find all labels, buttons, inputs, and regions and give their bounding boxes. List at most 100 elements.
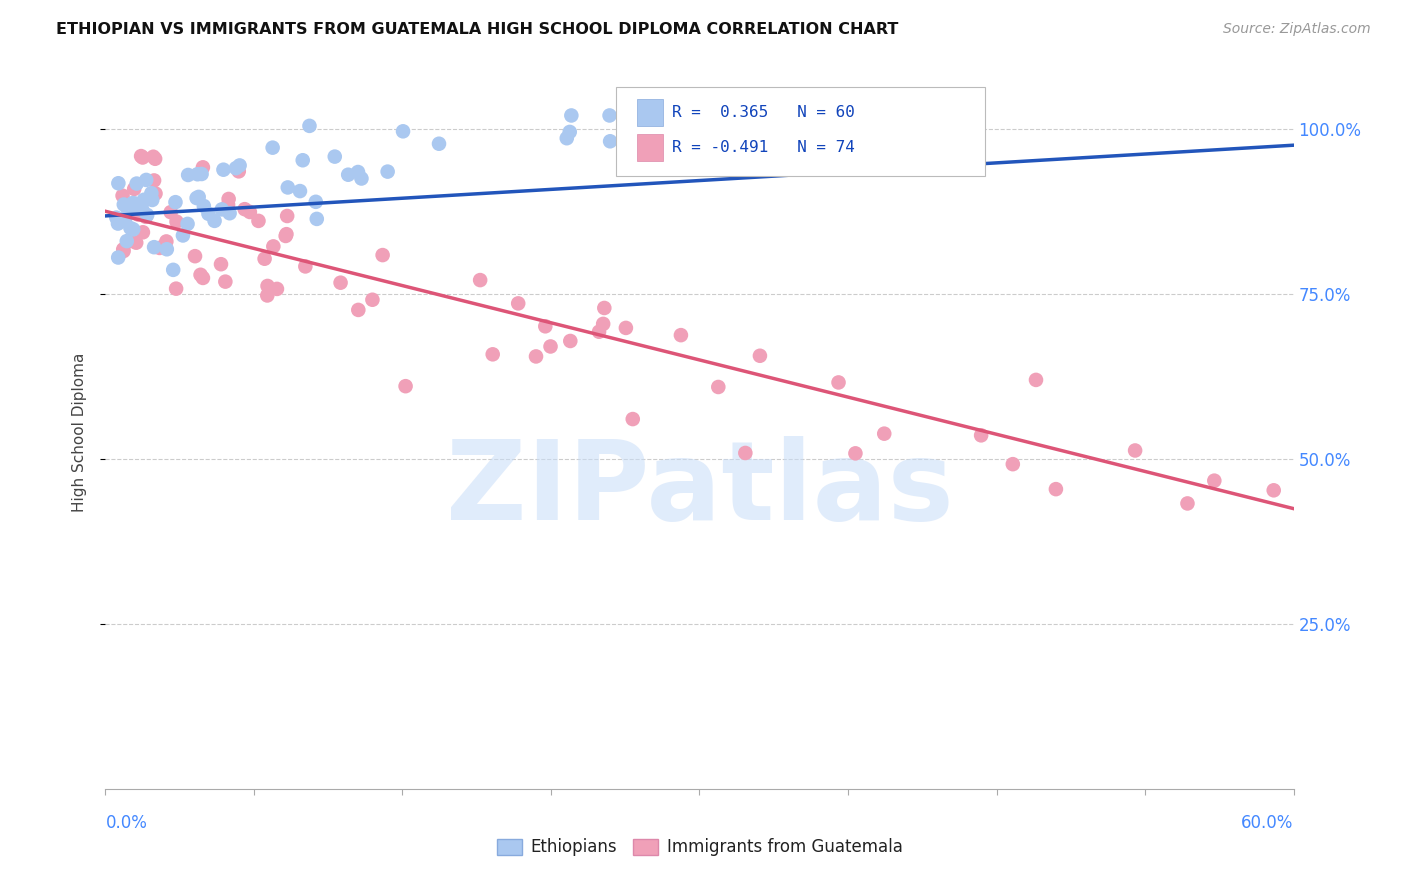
Point bbox=[148, 241, 170, 255]
Point bbox=[105, 211, 128, 225]
Point bbox=[125, 177, 148, 191]
Point bbox=[621, 412, 644, 426]
Point bbox=[707, 380, 730, 394]
Point bbox=[129, 149, 152, 163]
Point bbox=[107, 251, 129, 265]
Point bbox=[276, 209, 298, 223]
Point bbox=[392, 124, 415, 138]
Point bbox=[970, 428, 993, 442]
Point bbox=[614, 321, 637, 335]
Point bbox=[209, 257, 232, 271]
Point bbox=[347, 302, 370, 317]
Point bbox=[165, 195, 187, 210]
FancyBboxPatch shape bbox=[616, 87, 984, 176]
Point bbox=[125, 235, 148, 250]
Point bbox=[186, 191, 208, 205]
Point bbox=[218, 192, 240, 206]
Point bbox=[165, 282, 187, 296]
Point bbox=[256, 279, 278, 293]
Point bbox=[350, 171, 373, 186]
Point bbox=[593, 301, 616, 315]
Point bbox=[122, 222, 145, 236]
Point bbox=[212, 162, 235, 177]
Point bbox=[599, 134, 621, 148]
Point bbox=[112, 244, 135, 258]
Point bbox=[176, 217, 198, 231]
Text: 60.0%: 60.0% bbox=[1241, 814, 1294, 831]
Point bbox=[122, 182, 145, 196]
Point bbox=[1001, 457, 1024, 471]
Point bbox=[294, 260, 316, 274]
Point bbox=[143, 152, 166, 166]
Point bbox=[305, 211, 328, 226]
Point bbox=[156, 242, 179, 256]
Text: R = -0.491   N = 74: R = -0.491 N = 74 bbox=[672, 140, 855, 155]
Text: ETHIOPIAN VS IMMIGRANTS FROM GUATEMALA HIGH SCHOOL DIPLOMA CORRELATION CHART: ETHIOPIAN VS IMMIGRANTS FROM GUATEMALA H… bbox=[56, 22, 898, 37]
Text: 0.0%: 0.0% bbox=[105, 814, 148, 831]
Point bbox=[142, 150, 165, 164]
Point bbox=[588, 325, 610, 339]
Point bbox=[266, 282, 288, 296]
Point bbox=[239, 205, 262, 219]
Point bbox=[131, 151, 153, 165]
Point bbox=[218, 206, 240, 220]
Point bbox=[115, 234, 138, 248]
Point bbox=[1204, 474, 1226, 488]
Point bbox=[166, 214, 188, 228]
Point bbox=[177, 168, 200, 182]
Point bbox=[468, 273, 491, 287]
Point bbox=[172, 228, 194, 243]
Point bbox=[204, 214, 226, 228]
Point bbox=[1177, 496, 1199, 510]
Point bbox=[162, 263, 184, 277]
Point bbox=[555, 131, 578, 145]
Point bbox=[262, 239, 284, 253]
Point bbox=[190, 167, 212, 181]
Point bbox=[524, 350, 547, 364]
Point bbox=[145, 186, 167, 201]
Point bbox=[329, 276, 352, 290]
Point bbox=[371, 248, 394, 262]
Point bbox=[748, 349, 770, 363]
Point bbox=[190, 268, 212, 282]
Point bbox=[508, 296, 530, 310]
Point bbox=[233, 202, 256, 216]
Point bbox=[256, 288, 278, 302]
Point bbox=[1045, 482, 1067, 496]
Point bbox=[225, 161, 247, 176]
Point bbox=[253, 252, 276, 266]
Point bbox=[298, 119, 321, 133]
Legend: Ethiopians, Immigrants from Guatemala: Ethiopians, Immigrants from Guatemala bbox=[489, 832, 910, 863]
Point bbox=[666, 108, 689, 122]
Point bbox=[197, 207, 219, 221]
Point bbox=[274, 229, 297, 244]
Point bbox=[187, 190, 209, 204]
Y-axis label: High School Diploma: High School Diploma bbox=[72, 353, 87, 512]
Point bbox=[560, 108, 582, 122]
Point bbox=[288, 184, 311, 198]
Point bbox=[214, 275, 236, 289]
Point bbox=[112, 243, 135, 257]
Point bbox=[127, 207, 149, 221]
Point bbox=[132, 225, 155, 239]
Point bbox=[291, 153, 314, 168]
Point bbox=[1263, 483, 1285, 498]
Point bbox=[211, 202, 233, 217]
Point bbox=[427, 136, 450, 151]
Point bbox=[305, 194, 328, 209]
Point bbox=[136, 208, 159, 222]
Point bbox=[191, 271, 214, 285]
Point bbox=[124, 196, 146, 211]
Point bbox=[143, 173, 166, 187]
Point bbox=[323, 150, 346, 164]
Point bbox=[669, 328, 692, 343]
Point bbox=[184, 249, 207, 263]
Point bbox=[247, 214, 270, 228]
Point bbox=[560, 334, 582, 348]
Text: Source: ZipAtlas.com: Source: ZipAtlas.com bbox=[1223, 22, 1371, 37]
Point bbox=[143, 240, 166, 254]
Point bbox=[347, 165, 370, 179]
Point bbox=[120, 221, 142, 235]
Point bbox=[592, 317, 614, 331]
Point bbox=[107, 217, 129, 231]
